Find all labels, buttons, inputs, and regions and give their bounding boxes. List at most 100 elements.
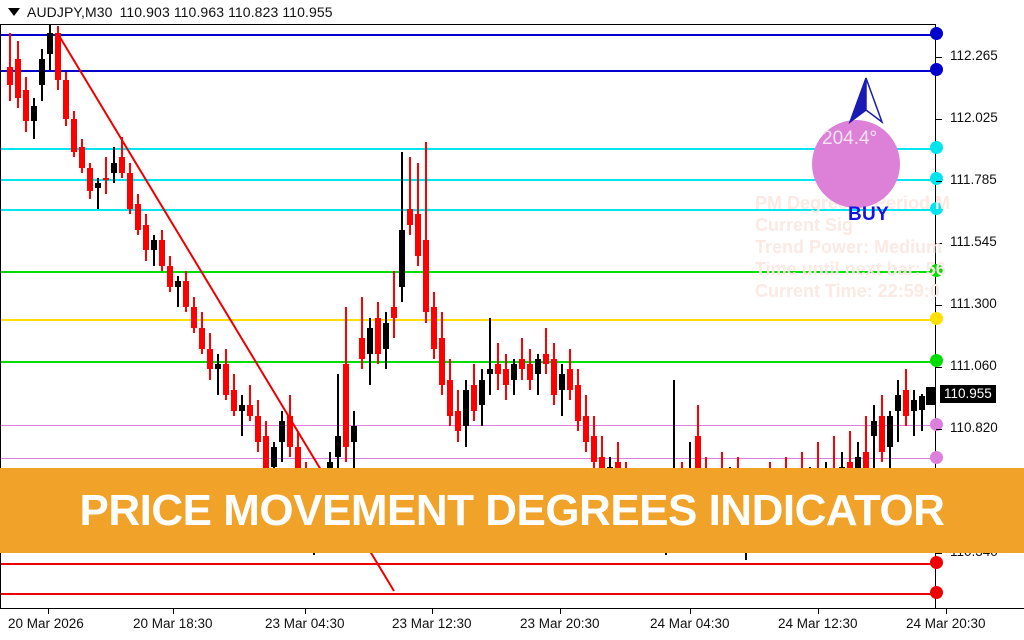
candle-body <box>855 457 861 478</box>
candle-body <box>431 307 437 349</box>
candle-body <box>887 415 893 447</box>
price-axis-label: 111.300 <box>950 296 997 311</box>
candle-body <box>863 451 869 473</box>
candle-body <box>423 240 429 313</box>
level-marker-support-violet-1[interactable] <box>930 418 943 431</box>
candle-wick <box>409 157 411 235</box>
level-marker-level-green-1[interactable] <box>930 264 943 277</box>
level-line-support-red-2[interactable] <box>1 593 935 595</box>
candle-body <box>479 379 485 406</box>
price-tick <box>936 553 942 554</box>
candle-body <box>71 118 77 153</box>
level-marker-resistance-cyan-1[interactable] <box>930 141 943 154</box>
price-tick <box>936 119 942 120</box>
candle-body <box>223 364 229 396</box>
price-axis-label: 111.545 <box>950 234 997 249</box>
price-tick <box>936 429 942 430</box>
level-line-level-yellow[interactable] <box>1 319 935 321</box>
candle-body <box>879 415 885 452</box>
candle-body <box>463 389 469 427</box>
candle-body <box>527 364 533 380</box>
price-tick <box>936 57 942 58</box>
candle-wick <box>241 395 243 437</box>
level-line-resistance-cyan-3[interactable] <box>1 209 935 211</box>
candle-body <box>383 322 389 349</box>
level-marker-resistance-blue-1[interactable] <box>930 27 943 40</box>
candle-body <box>63 79 69 119</box>
level-line-support-violet-2[interactable] <box>1 458 935 459</box>
level-line-resistance-blue-1[interactable] <box>1 34 935 36</box>
candle-body <box>159 240 165 266</box>
candle-wick <box>521 338 523 380</box>
candle-body <box>111 162 117 173</box>
level-line-resistance-cyan-2[interactable] <box>1 179 935 181</box>
candle-body <box>7 67 13 86</box>
price-axis-label: 112.025 <box>950 110 998 125</box>
time-axis[interactable]: 20 Mar 2026 20 Mar 18:30 23 Mar 04:30 23 Ma… <box>0 608 1024 640</box>
candle-wick <box>337 374 339 473</box>
candle-body <box>15 59 21 99</box>
chevron-down-icon[interactable] <box>8 8 20 16</box>
level-line-level-green-2[interactable] <box>1 361 935 363</box>
time-tick <box>690 609 691 614</box>
level-line-resistance-blue-2[interactable] <box>1 70 935 72</box>
candle-body <box>135 203 141 230</box>
candle-body <box>407 209 413 225</box>
candle-body <box>919 396 925 410</box>
price-tick <box>936 367 942 368</box>
candle-body <box>567 369 573 390</box>
candle-wick <box>489 317 491 396</box>
candle-wick <box>673 379 675 535</box>
candle-body <box>591 436 597 463</box>
candle-body <box>695 436 701 489</box>
candle-body <box>143 224 149 251</box>
time-axis-label: 23 Mar 12:30 <box>392 616 472 631</box>
candle-body <box>55 33 61 80</box>
candle-body <box>199 327 205 349</box>
candle-body <box>343 364 349 447</box>
level-line-level-green-1[interactable] <box>1 271 935 273</box>
level-marker-support-violet-2[interactable] <box>930 451 943 464</box>
candle-body <box>119 157 125 173</box>
candle-body <box>895 395 901 411</box>
symbol-label: AUDJPY,M30 <box>27 4 113 20</box>
candle-wick <box>425 141 427 323</box>
time-tick <box>946 609 947 614</box>
time-tick <box>173 609 174 614</box>
level-marker-resistance-cyan-2[interactable] <box>930 172 943 185</box>
candle-body <box>871 420 877 437</box>
candle-body <box>247 405 253 416</box>
candle-body <box>167 265 173 287</box>
candle-body <box>359 338 365 359</box>
time-axis-label: 20 Mar 18:30 <box>133 616 213 631</box>
price-tick <box>936 305 942 306</box>
time-tick <box>305 609 306 614</box>
info-panel-line: Time until next bar: 56 <box>755 259 946 279</box>
candle-body <box>79 147 85 168</box>
time-tick <box>48 609 49 614</box>
gauge-degrees-value: 204.4° <box>822 128 878 149</box>
level-marker-support-red-1[interactable] <box>930 556 943 569</box>
candle-body <box>183 281 189 308</box>
candle-body <box>239 405 245 411</box>
promo-banner-text: PRICE MOVEMENT DEGREES INDICATOR <box>79 485 945 535</box>
candle-body <box>87 167 93 192</box>
level-marker-level-yellow[interactable] <box>930 312 943 325</box>
level-marker-support-red-2[interactable] <box>930 586 943 599</box>
level-marker-resistance-blue-2[interactable] <box>930 63 943 76</box>
candle-body <box>455 410 461 432</box>
promo-banner: PRICE MOVEMENT DEGREES INDICATOR <box>0 468 1024 553</box>
chart-header: AUDJPY,M30 110.903 110.963 110.823 110.9… <box>0 0 1024 24</box>
level-line-resistance-cyan-1[interactable] <box>1 148 935 150</box>
candle-wick <box>873 405 875 483</box>
level-marker-level-green-2[interactable] <box>930 354 943 367</box>
candle-body <box>279 420 285 442</box>
candle-body <box>151 240 157 251</box>
level-line-support-red-1[interactable] <box>1 563 935 565</box>
candle-body <box>447 379 453 416</box>
candle-body <box>503 369 509 385</box>
candle-wick <box>105 157 107 194</box>
info-panel-line: Current Sig <box>755 215 854 235</box>
candle-body <box>415 214 421 256</box>
level-marker-resistance-cyan-3[interactable] <box>930 202 943 215</box>
